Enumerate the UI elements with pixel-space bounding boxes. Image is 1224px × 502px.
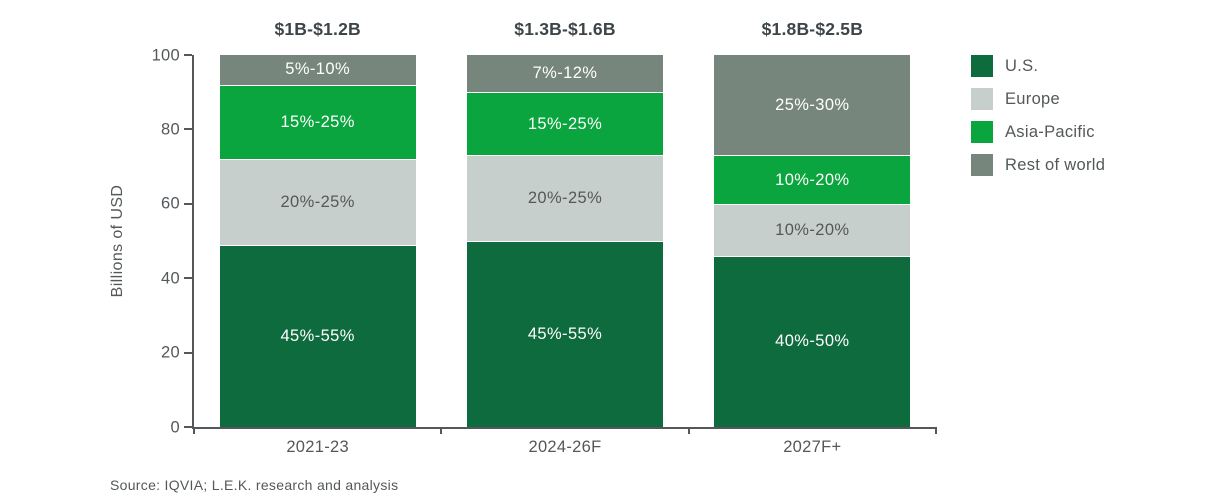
legend-swatch — [971, 121, 993, 143]
y-axis-title: Billions of USD — [109, 184, 126, 298]
bar-segment: 25%-30% — [714, 55, 911, 156]
y-axis-tick-label: 0 — [170, 417, 180, 436]
x-axis-label: 2024-26F — [528, 438, 602, 456]
segment-label: 7%-12% — [532, 64, 598, 83]
legend-label: Europe — [1005, 89, 1061, 108]
category-header: $1B-$1.2B — [274, 19, 361, 39]
y-axis-tick-label: 20 — [161, 343, 180, 362]
y-axis-tick-label: 80 — [161, 120, 180, 139]
segment-label: 15%-25% — [527, 114, 603, 133]
bar-segment: 40%-50% — [714, 255, 911, 427]
bar-segment: 15%-25% — [219, 84, 416, 160]
stacked-bar: 5%-10% 15%-25% 20%-25% 45%-55% — [219, 55, 416, 427]
legend-item: Europe — [971, 88, 1105, 110]
category-header: $1.8B-$2.5B — [761, 19, 864, 39]
y-axis-tick-label: 60 — [161, 194, 180, 213]
x-axis-tick — [687, 427, 690, 434]
bar-segment: 20%-25% — [467, 155, 663, 241]
y-axis-tick-label: 100 — [151, 45, 180, 64]
x-axis-tick — [935, 427, 937, 434]
legend-item: U.S. — [971, 55, 1105, 77]
bar-segment: 10%-20% — [714, 203, 911, 256]
y-axis-tick — [184, 277, 192, 280]
y-axis-tick-label: 40 — [161, 268, 180, 287]
stacked-bar: 7%-12% 15%-25% 20%-25% 45%-55% — [467, 55, 663, 427]
segment-label: 10%-20% — [775, 220, 850, 239]
segment-label: 25%-30% — [775, 95, 850, 114]
segment-label: 20%-25% — [527, 189, 603, 208]
segment-label: 20%-25% — [280, 192, 355, 211]
bar-segment: 20%-25% — [219, 159, 416, 245]
y-axis-tick — [184, 54, 192, 56]
stacked-bar: 25%-30% 10%-20% 10%-20% 40%-50% — [714, 55, 911, 427]
bar-segment: 10%-20% — [714, 155, 911, 204]
y-axis-tick — [184, 128, 192, 131]
legend-swatch — [971, 154, 993, 176]
legend-label: Asia-Pacific — [1005, 122, 1095, 141]
legend: U.S. Europe Asia-Pacific Rest of world — [971, 55, 1105, 176]
segment-label: 5%-10% — [285, 60, 351, 79]
source-note: Source: IQVIA; L.E.K. research and analy… — [110, 477, 399, 493]
plot-area: 0 20 40 60 80 100 $1B-$1.2B 2021-23 5%-10% 15%-25… — [152, 19, 937, 456]
bar-segment: 45%-55% — [467, 240, 663, 427]
bar-segment: 7%-12% — [467, 55, 663, 93]
bar-segment: 15%-25% — [467, 92, 663, 156]
x-axis-label: 2027F+ — [783, 438, 842, 456]
y-axis-tick — [184, 426, 192, 428]
segment-label: 45%-55% — [280, 326, 355, 345]
legend-swatch — [971, 55, 993, 77]
category-header: $1.3B-$1.6B — [514, 19, 616, 39]
segment-label: 10%-20% — [775, 170, 850, 189]
bar-segment: 45%-55% — [219, 244, 416, 427]
x-axis-tick — [440, 427, 443, 434]
legend-label: U.S. — [1005, 56, 1039, 75]
legend-label: Rest of world — [1005, 155, 1106, 174]
x-axis-label: 2021-23 — [286, 438, 349, 456]
segment-label: 15%-25% — [280, 112, 355, 131]
segment-label: 45%-55% — [527, 324, 603, 343]
segment-label: 40%-50% — [775, 332, 850, 351]
y-axis-tick — [184, 351, 192, 354]
legend-swatch — [971, 88, 993, 110]
x-axis-tick — [193, 427, 195, 434]
bar-segment: 5%-10% — [219, 55, 416, 85]
legend-item: Asia-Pacific — [971, 121, 1105, 143]
legend-item: Rest of world — [971, 154, 1105, 176]
y-axis-tick — [184, 202, 192, 205]
